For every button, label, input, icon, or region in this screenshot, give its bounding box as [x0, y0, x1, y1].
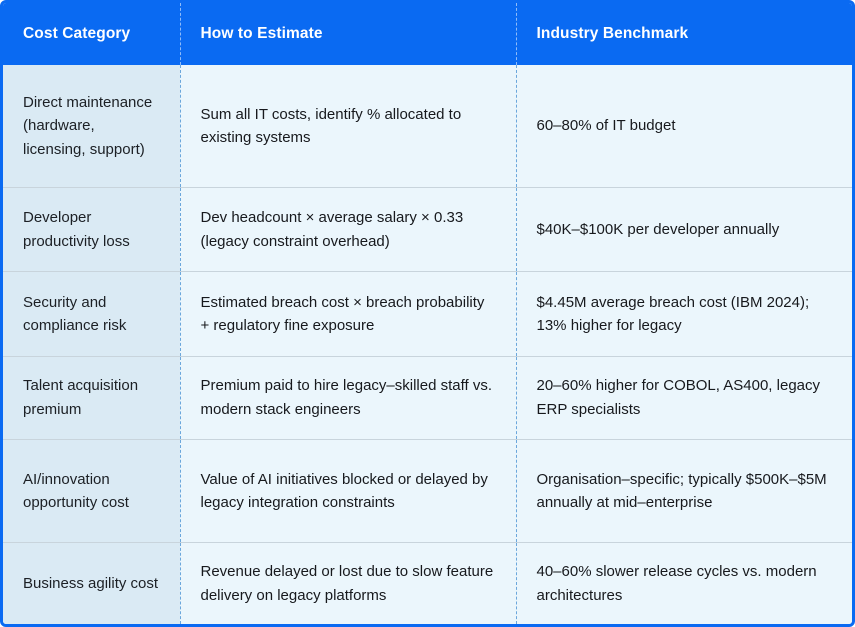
cell-category: AI/innovation opportunity cost [3, 438, 180, 543]
cost-comparison-table: Cost Category How to Estimate Industry B… [3, 3, 852, 624]
cell-category: Developer productivity loss [3, 186, 180, 272]
table-row: Security and compliance risk Estimated b… [3, 271, 852, 357]
cell-estimate: Value of AI initiatives blocked or delay… [179, 438, 516, 543]
cell-estimate: Revenue delayed or lost due to slow feat… [179, 542, 516, 624]
table-row: Developer productivity loss Dev headcoun… [3, 186, 852, 272]
column-header-cost-category: Cost Category [3, 3, 180, 65]
cell-benchmark: Organisation–specific; typically $500K–$… [515, 438, 852, 543]
cell-benchmark: 40–60% slower release cycles vs. modern … [515, 542, 852, 624]
cell-benchmark: $4.45M average breach cost (IBM 2024); 1… [515, 271, 852, 357]
table-row: Business agility cost Revenue delayed or… [3, 542, 852, 624]
cell-benchmark: 60–80% of IT budget [515, 65, 852, 188]
cell-category: Direct maintenance (hardware, licensing,… [3, 65, 180, 188]
cell-estimate: Estimated breach cost × breach probabili… [179, 271, 516, 357]
table-row: AI/innovation opportunity cost Value of … [3, 438, 852, 543]
cell-estimate: Sum all IT costs, identify % allocated t… [179, 65, 516, 188]
cell-category: Talent acquisition premium [3, 355, 180, 440]
cell-benchmark: 20–60% higher for COBOL, AS400, legacy E… [515, 355, 852, 440]
cell-estimate: Premium paid to hire legacy–skilled staf… [179, 355, 516, 440]
cell-category: Business agility cost [3, 542, 180, 624]
cell-benchmark: $40K–$100K per developer annually [515, 186, 852, 272]
column-header-how-to-estimate: How to Estimate [179, 3, 516, 65]
cell-estimate: Dev headcount × average salary × 0.33 (l… [179, 186, 516, 272]
table-row: Talent acquisition premium Premium paid … [3, 355, 852, 440]
cell-category: Security and compliance risk [3, 271, 180, 357]
table-row: Direct maintenance (hardware, licensing,… [3, 65, 852, 188]
column-header-industry-benchmark: Industry Benchmark [515, 3, 852, 65]
header-row: Cost Category How to Estimate Industry B… [3, 3, 852, 65]
